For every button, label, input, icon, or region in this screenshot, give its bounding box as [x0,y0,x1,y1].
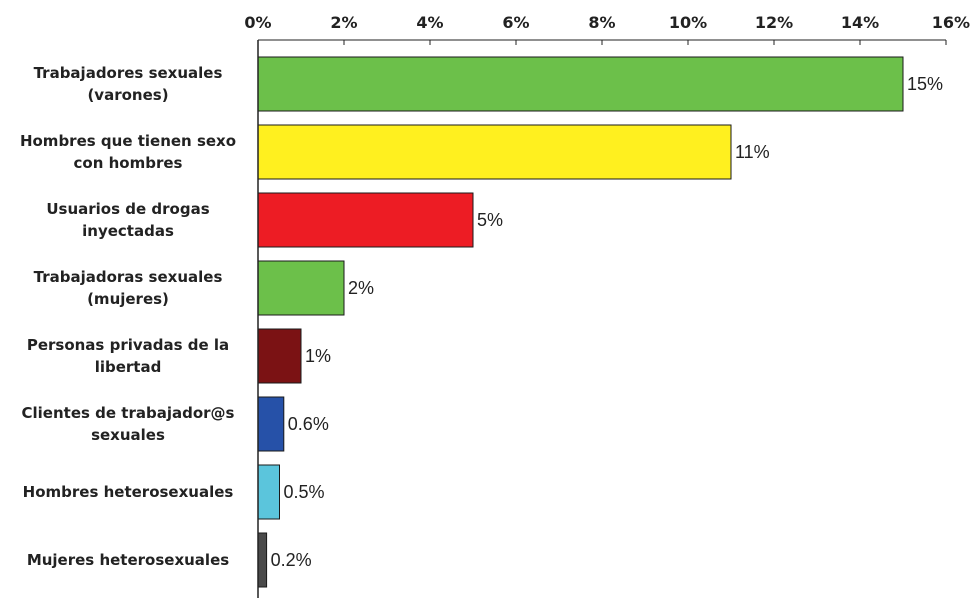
category-labels: Trabajadores sexuales (varones) Hombres qu… [20,64,236,569]
category-label: Hombres heterosexuales [23,483,234,501]
x-tick-label: 14% [841,13,879,32]
category-label: Hombres que tienen sexo [20,132,236,150]
bar [257,56,904,112]
data-label: 11% [735,142,770,162]
bar [257,260,345,316]
x-tick-label: 10% [669,13,707,32]
bar [257,464,280,520]
bar [257,328,302,384]
category-label: sexuales [91,426,165,444]
data-label: 0.6% [288,414,329,434]
data-label: 5% [477,210,503,230]
category-label: (mujeres) [87,290,169,308]
data-label: 2% [348,278,374,298]
x-tick-label: 2% [330,13,357,32]
x-tick-label: 4% [416,13,443,32]
data-label: 15% [907,74,943,94]
x-tick-label: 0% [244,13,271,32]
category-label: (varones) [87,86,168,104]
x-tick-label: 12% [755,13,793,32]
category-label: Usuarios de drogas [46,200,209,218]
category-label: con hombres [74,154,183,172]
data-label: 1% [305,346,331,366]
category-label: libertad [95,358,162,376]
category-label: Trabajadoras sexuales [34,268,223,286]
bar [257,192,474,248]
category-label: Trabajadores sexuales [34,64,223,82]
category-label: inyectadas [82,222,174,240]
x-axis: 0% 2% 4% 6% 8% 10% 12% 14% 16% [244,13,970,45]
x-tick-label: 16% [932,13,970,32]
category-label: Clientes de trabajador@s [22,404,235,422]
x-tick-label: 8% [588,13,615,32]
x-tick-label: 6% [502,13,529,32]
value-labels: 15% 11% 5% 2% 1% 0.6% 0.5% 0.2% [271,74,943,570]
data-label: 0.2% [271,550,312,570]
category-label: Mujeres heterosexuales [27,551,229,569]
bar [257,124,732,180]
bars [257,56,904,588]
category-label: Personas privadas de la [27,336,229,354]
bar [257,532,268,588]
bar [257,396,285,452]
data-label: 0.5% [284,482,325,502]
